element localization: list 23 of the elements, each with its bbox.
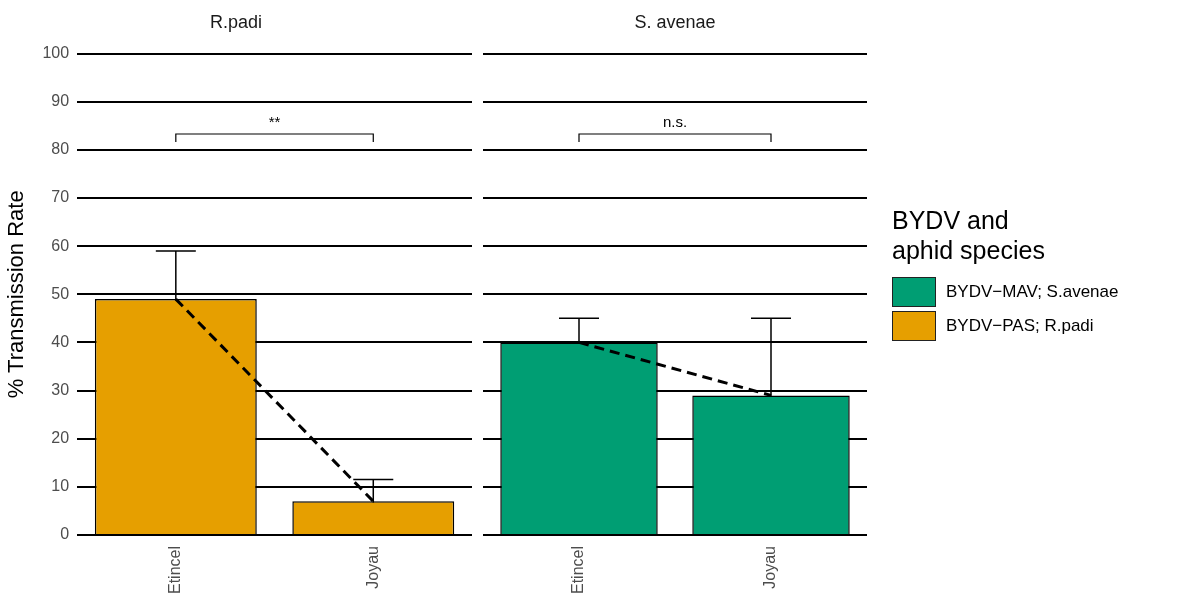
annotation: n.s. [662, 112, 688, 130]
y-tick-label: 0 [60, 525, 70, 543]
y-tick-label: 90 [51, 92, 70, 110]
chart-title: S. avenae [634, 11, 716, 32]
legend-title: BYDV and aphid species [892, 205, 1046, 265]
x-tick-label: Joyau [761, 545, 779, 589]
y-tick-label: 40 [51, 332, 70, 350]
y-tick-label: 30 [51, 380, 70, 398]
chart-title: R.padi [209, 11, 263, 32]
x-tick-label: Joyau [363, 545, 381, 589]
y-tick-label: 50 [51, 284, 70, 302]
y-tick-label: 10 [51, 477, 70, 495]
annotation: ** [268, 112, 281, 130]
legend-label: BYDV−MAV; S.avenae [946, 282, 1119, 302]
y-tick-label: 20 [51, 429, 70, 447]
x-tick-label: Etincel [569, 545, 587, 595]
y-tick-label: 100 [42, 44, 70, 62]
x-tick-label: Etincel [166, 545, 184, 595]
y-tick-label: 60 [51, 236, 70, 254]
y-tick-label: 70 [51, 188, 70, 206]
legend-label: BYDV−PAS; R.padi [946, 316, 1094, 336]
y-axis-title: % Transmission Rate [3, 190, 29, 399]
y-tick-label: 80 [51, 140, 70, 158]
